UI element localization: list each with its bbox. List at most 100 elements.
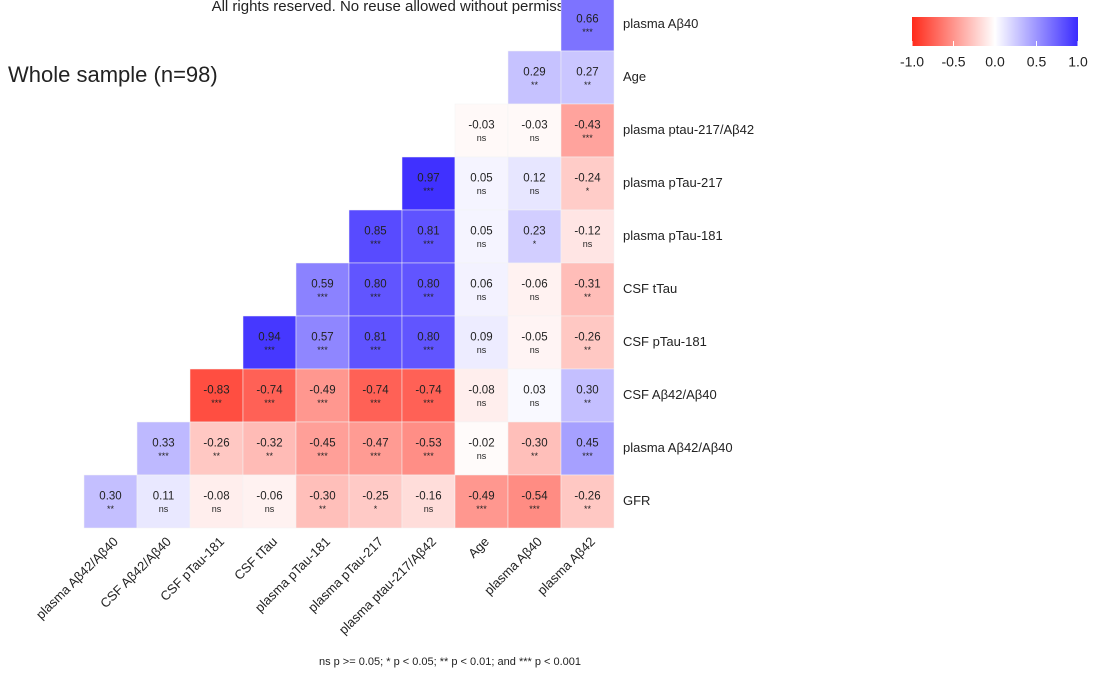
value-label: 0.12 xyxy=(523,173,545,185)
cell xyxy=(348,421,403,476)
significance-label: ns xyxy=(530,398,540,408)
colorbar-tick-label: -1.0 xyxy=(900,54,924,70)
significance-label: ns xyxy=(530,345,540,355)
cell xyxy=(507,103,562,158)
value-label: 0.81 xyxy=(417,226,439,238)
value-label: -0.05 xyxy=(521,332,547,344)
cell xyxy=(401,156,456,211)
significance-label: ** xyxy=(584,345,592,355)
value-label: 0.85 xyxy=(364,226,386,238)
footnote: ns p >= 0.05; * p < 0.05; ** p < 0.01; a… xyxy=(319,656,581,668)
column-label: Age xyxy=(465,534,492,561)
significance-label: *** xyxy=(370,345,381,355)
value-label: 0.09 xyxy=(470,332,492,344)
cell xyxy=(507,368,562,423)
chart-title: Whole sample (n=98) xyxy=(8,62,218,87)
significance-label: ** xyxy=(266,451,274,461)
cell xyxy=(136,421,191,476)
significance-label: *** xyxy=(370,451,381,461)
row-label: CSF Aβ42/Aβ40 xyxy=(623,387,717,402)
cell xyxy=(560,0,615,52)
cell xyxy=(560,209,615,264)
value-label: 0.81 xyxy=(364,332,386,344)
cell xyxy=(507,262,562,317)
significance-label: *** xyxy=(529,504,540,514)
value-label: 0.33 xyxy=(152,438,174,450)
significance-label: ns xyxy=(477,133,487,143)
value-label: -0.25 xyxy=(362,491,388,503)
cell xyxy=(560,103,615,158)
row-label: GFR xyxy=(623,493,650,508)
cell xyxy=(507,421,562,476)
value-label: -0.06 xyxy=(256,491,282,503)
significance-label: * xyxy=(586,186,590,196)
cell xyxy=(189,474,244,529)
value-label: -0.31 xyxy=(574,279,600,291)
cell xyxy=(348,209,403,264)
row-label: Age xyxy=(623,69,646,84)
cell xyxy=(560,368,615,423)
significance-label: *** xyxy=(582,27,593,37)
value-label: 0.03 xyxy=(523,385,545,397)
value-label: -0.49 xyxy=(468,491,494,503)
column-label: plasma ptau-217/Aβ42 xyxy=(336,534,439,637)
value-label: -0.06 xyxy=(521,279,547,291)
significance-label: *** xyxy=(423,451,434,461)
value-label: -0.83 xyxy=(203,385,229,397)
value-label: -0.53 xyxy=(415,438,441,450)
value-label: 0.80 xyxy=(417,332,439,344)
significance-label: ** xyxy=(584,292,592,302)
significance-label: *** xyxy=(423,398,434,408)
significance-label: ** xyxy=(107,504,115,514)
significance-label: ** xyxy=(213,451,221,461)
value-label: -0.26 xyxy=(574,491,600,503)
significance-label: *** xyxy=(423,186,434,196)
significance-label: *** xyxy=(370,239,381,249)
value-label: 0.80 xyxy=(364,279,386,291)
significance-label: *** xyxy=(317,451,328,461)
cell xyxy=(242,474,297,529)
significance-label: ns xyxy=(477,451,487,461)
significance-label: *** xyxy=(582,133,593,143)
cell xyxy=(454,262,509,317)
value-label: 0.66 xyxy=(576,14,598,26)
significance-label: * xyxy=(533,239,537,249)
value-label: 0.45 xyxy=(576,438,598,450)
column-label: CSF tTau xyxy=(231,534,280,583)
cell xyxy=(560,421,615,476)
significance-label: ns xyxy=(477,292,487,302)
significance-label: *** xyxy=(158,451,169,461)
value-label: 0.29 xyxy=(523,67,545,79)
significance-label: *** xyxy=(264,345,275,355)
value-label: -0.30 xyxy=(309,491,335,503)
cell xyxy=(295,315,350,370)
significance-label: *** xyxy=(317,345,328,355)
value-label: 0.57 xyxy=(311,332,333,344)
value-label: 0.94 xyxy=(258,332,281,344)
value-label: 0.97 xyxy=(417,173,439,185)
cell xyxy=(454,368,509,423)
colorbar-tick-label: 1.0 xyxy=(1068,54,1088,70)
cell xyxy=(348,315,403,370)
cell xyxy=(189,421,244,476)
significance-label: *** xyxy=(370,292,381,302)
value-label: -0.03 xyxy=(468,120,494,132)
value-label: -0.16 xyxy=(415,491,441,503)
cell xyxy=(348,474,403,529)
significance-label: ns xyxy=(159,504,169,514)
significance-label: *** xyxy=(264,398,275,408)
value-label: -0.54 xyxy=(521,491,548,503)
value-label: 0.30 xyxy=(99,491,121,503)
value-label: -0.49 xyxy=(309,385,335,397)
value-label: -0.30 xyxy=(521,438,547,450)
value-label: 0.80 xyxy=(417,279,439,291)
significance-label: *** xyxy=(423,239,434,249)
value-label: -0.74 xyxy=(256,385,283,397)
colorbar-tick-label: 0.5 xyxy=(1027,54,1047,70)
row-label: plasma Aβ40 xyxy=(623,16,698,31)
cell xyxy=(454,209,509,264)
cell xyxy=(295,421,350,476)
cell xyxy=(136,474,191,529)
value-label: -0.12 xyxy=(574,226,600,238)
significance-label: *** xyxy=(476,504,487,514)
